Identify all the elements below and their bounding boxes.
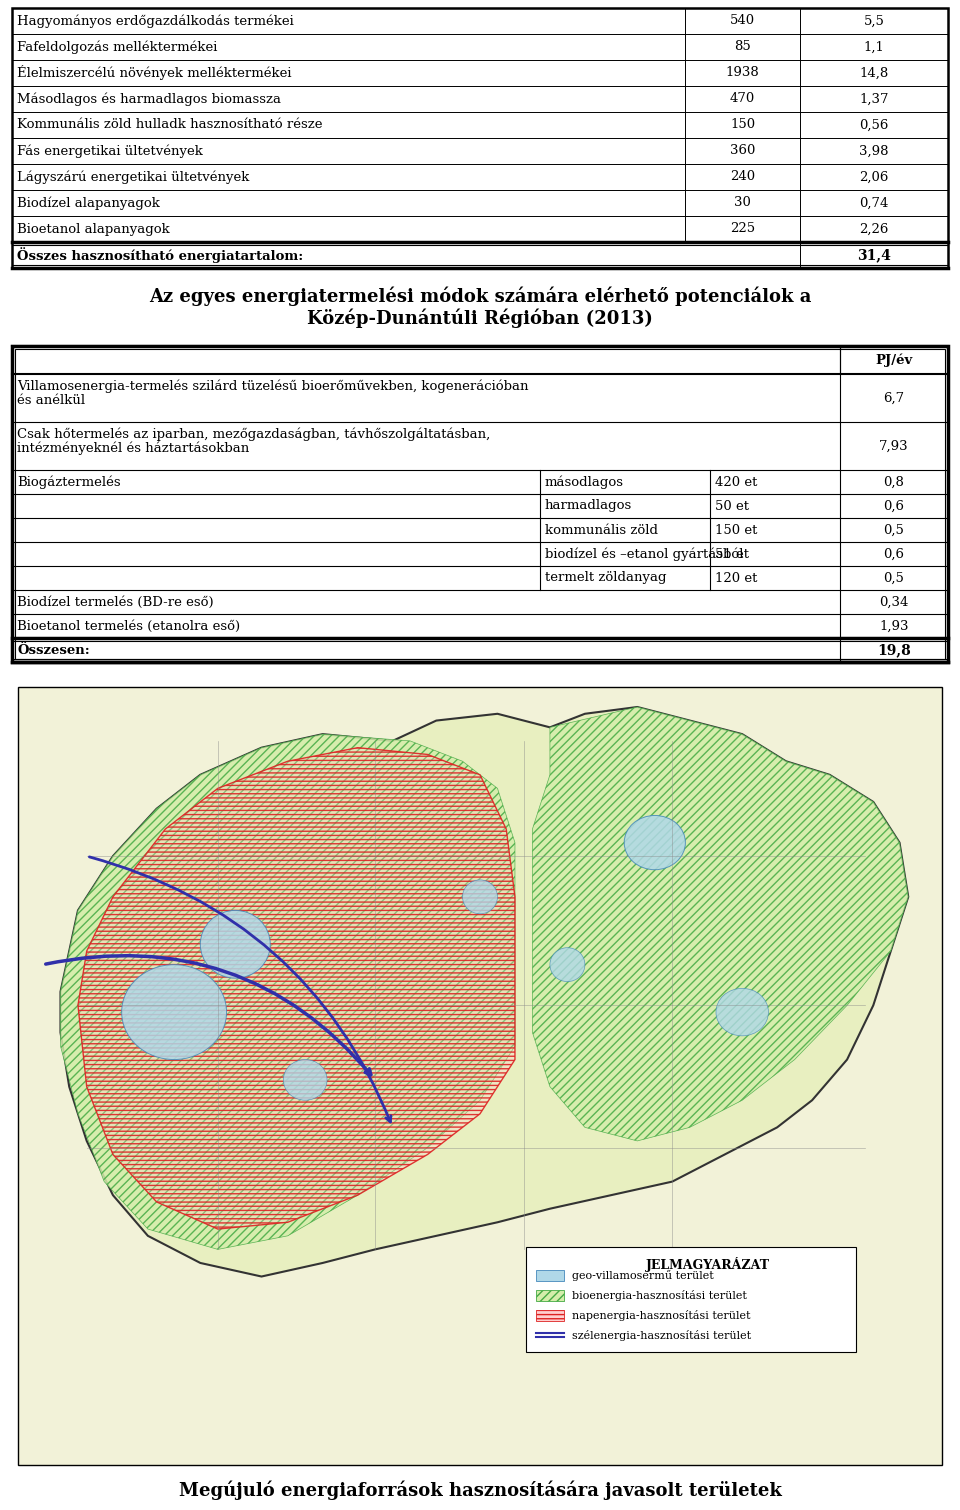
Text: 85: 85 — [734, 41, 751, 53]
Polygon shape — [60, 707, 908, 1276]
Text: 420 et: 420 et — [715, 476, 757, 489]
Text: 19,8: 19,8 — [877, 643, 911, 657]
Text: Közép-Dunántúli Régióban (2013): Közép-Dunántúli Régióban (2013) — [307, 308, 653, 328]
Text: Fafeldolgozás melléktermékei: Fafeldolgozás melléktermékei — [17, 41, 217, 54]
Text: 2,26: 2,26 — [859, 222, 889, 236]
Text: 1938: 1938 — [726, 66, 759, 80]
Ellipse shape — [550, 948, 585, 982]
Text: Villamosenergia-termelés szilárd tüzelésű bioerőművekben, kogenerációban: Villamosenergia-termelés szilárd tüzelés… — [17, 379, 529, 393]
Bar — [12, 8, 948, 267]
Text: 0,6: 0,6 — [883, 500, 904, 512]
Text: bioenergia-hasznosítási terület: bioenergia-hasznosítási terület — [572, 1290, 747, 1300]
Text: geo-villamosermű terület: geo-villamosermű terület — [572, 1270, 714, 1280]
Text: Másodlagos és harmadlagos biomassza: Másodlagos és harmadlagos biomassza — [17, 92, 281, 106]
Text: 31,4: 31,4 — [857, 248, 891, 263]
Text: másodlagos: másodlagos — [545, 476, 624, 489]
Bar — [537, 1311, 564, 1321]
Ellipse shape — [463, 880, 497, 914]
Text: 7,93: 7,93 — [879, 439, 909, 453]
Text: 1,93: 1,93 — [879, 619, 909, 633]
Ellipse shape — [122, 965, 227, 1060]
Text: harmadlagos: harmadlagos — [545, 500, 633, 512]
Text: 0,34: 0,34 — [879, 595, 909, 609]
Text: Összesen:: Összesen: — [17, 643, 89, 657]
Text: 150: 150 — [730, 118, 756, 131]
Polygon shape — [533, 707, 908, 1142]
Text: 51 et: 51 et — [715, 548, 749, 560]
Text: szélenergia-hasznosítási terület: szélenergia-hasznosítási terület — [572, 1330, 752, 1341]
Bar — [12, 8, 948, 267]
Bar — [537, 1270, 564, 1280]
Text: 0,8: 0,8 — [883, 476, 904, 489]
Text: 0,5: 0,5 — [883, 571, 904, 584]
Text: 50 et: 50 et — [715, 500, 749, 512]
Text: Fás energetikai ültetvények: Fás energetikai ültetvények — [17, 145, 203, 157]
Text: intézményeknél és háztartásokban: intézményeknél és háztartásokban — [17, 441, 250, 455]
Text: 1,37: 1,37 — [859, 92, 889, 106]
Text: 0,74: 0,74 — [859, 196, 889, 210]
Text: Bioetanol termelés (etanolra eső): Bioetanol termelés (etanolra eső) — [17, 619, 240, 633]
Ellipse shape — [716, 989, 768, 1036]
Text: Csak hőtermelés az iparban, mezőgazdaságban, távhőszolgáltatásban,: Csak hőtermelés az iparban, mezőgazdaság… — [17, 427, 491, 441]
Ellipse shape — [201, 911, 271, 978]
Bar — [15, 349, 945, 658]
Text: Biogáztermelés: Biogáztermelés — [17, 476, 121, 489]
Text: 1,1: 1,1 — [864, 41, 884, 53]
Bar — [18, 687, 942, 1465]
Text: 120 et: 120 et — [715, 571, 757, 584]
Text: 2,06: 2,06 — [859, 171, 889, 184]
Text: 0,6: 0,6 — [883, 548, 904, 560]
Text: 240: 240 — [730, 171, 756, 184]
Text: biodízel és –etanol gyártásból: biodízel és –etanol gyártásból — [545, 547, 743, 560]
Bar — [537, 1290, 564, 1302]
Bar — [526, 1247, 856, 1351]
Ellipse shape — [624, 815, 685, 870]
Text: PJ/év: PJ/év — [876, 353, 913, 367]
Text: Bioetanol alapanyagok: Bioetanol alapanyagok — [17, 222, 170, 236]
Text: 360: 360 — [730, 145, 756, 157]
Text: 0,56: 0,56 — [859, 118, 889, 131]
Text: Kommunális zöld hulladk hasznosítható része: Kommunális zöld hulladk hasznosítható ré… — [17, 118, 323, 131]
Text: 3,98: 3,98 — [859, 145, 889, 157]
Polygon shape — [78, 747, 515, 1229]
Text: 225: 225 — [730, 222, 756, 236]
Text: Az egyes energiatermelési módok számára elérhető potenciálok a: Az egyes energiatermelési módok számára … — [149, 285, 811, 305]
Text: 0,5: 0,5 — [883, 524, 904, 536]
Text: kommunális zöld: kommunális zöld — [545, 524, 658, 536]
Text: 5,5: 5,5 — [864, 15, 884, 27]
Text: 150 et: 150 et — [715, 524, 757, 536]
Text: 14,8: 14,8 — [859, 66, 889, 80]
Text: Biodízel alapanyagok: Biodízel alapanyagok — [17, 196, 160, 210]
Text: 6,7: 6,7 — [883, 391, 904, 405]
Text: Lágyszárú energetikai ültetvények: Lágyszárú energetikai ültetvények — [17, 171, 250, 184]
Text: Hagyományos erdőgazdálkodás termékei: Hagyományos erdőgazdálkodás termékei — [17, 14, 294, 27]
Text: Megújuló energiaforrások hasznosítására javasolt területek: Megújuló energiaforrások hasznosítására … — [179, 1480, 781, 1499]
Bar — [12, 346, 948, 1146]
Bar — [12, 346, 948, 661]
Ellipse shape — [283, 1060, 327, 1101]
Text: Élelmiszercélú növények melléktermékei: Élelmiszercélú növények melléktermékei — [17, 65, 292, 80]
Text: 30: 30 — [734, 196, 751, 210]
Text: termelt zöldanyag: termelt zöldanyag — [545, 571, 666, 584]
Text: Összes hasznosítható energiatartalom:: Összes hasznosítható energiatartalom: — [17, 248, 303, 263]
Text: 540: 540 — [730, 15, 756, 27]
Text: Biodízel termelés (BD-re eső): Biodízel termelés (BD-re eső) — [17, 595, 214, 609]
Text: napenergia-hasznosítási terület: napenergia-hasznosítási terület — [572, 1309, 751, 1321]
Text: JELMAGYARÁZAT: JELMAGYARÁZAT — [646, 1258, 770, 1271]
Text: 470: 470 — [730, 92, 756, 106]
Text: és anélkül: és anélkül — [17, 394, 85, 406]
Polygon shape — [60, 734, 515, 1249]
